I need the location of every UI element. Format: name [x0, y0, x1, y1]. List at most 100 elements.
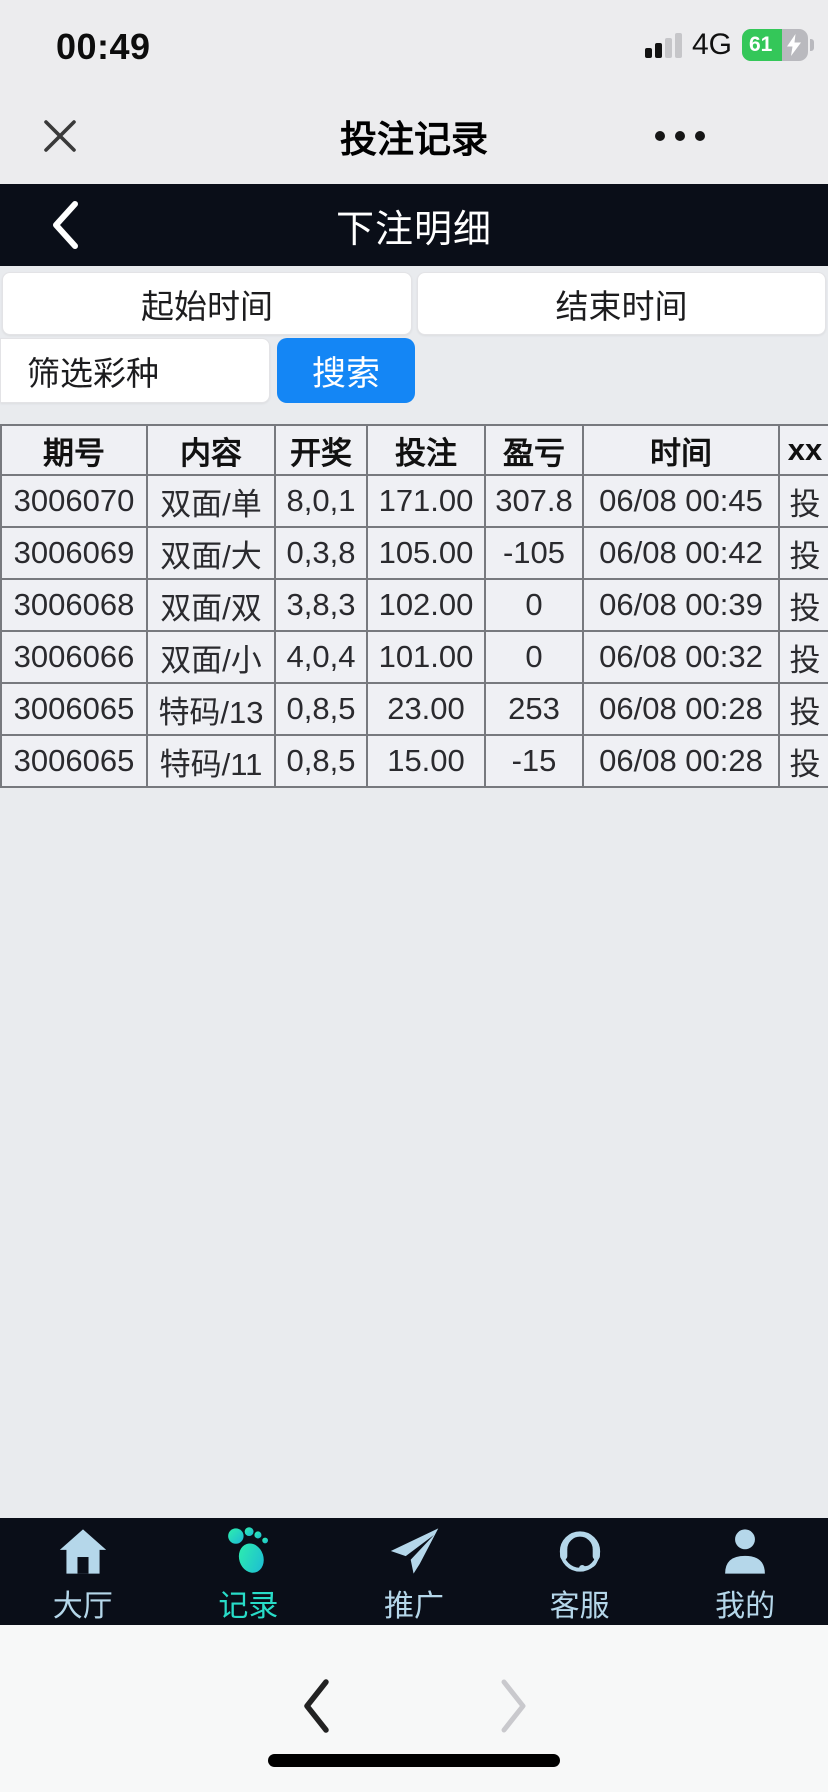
cell-draw: 8,0,1 — [274, 474, 368, 528]
cell-bet: 102.00 — [366, 578, 486, 632]
close-icon[interactable] — [38, 114, 82, 158]
table-body: 3006070 双面/单 8,0,1 171.00 307.8 06/08 00… — [0, 474, 828, 788]
cell-draw: 4,0,4 — [274, 630, 368, 684]
footprint-icon — [228, 1527, 269, 1573]
cell-time: 06/08 00:32 — [582, 630, 780, 684]
table-row: 3006068 双面/双 3,8,3 102.00 0 06/08 00:39 … — [0, 578, 828, 632]
nav-item-support[interactable]: 客服 — [497, 1518, 663, 1625]
table-row: 3006065 特码/13 0,8,5 23.00 253 06/08 00:2… — [0, 682, 828, 736]
cell-action-bet[interactable]: 投 — [778, 630, 828, 684]
header-period: 期号 — [0, 424, 148, 476]
cell-time: 06/08 00:39 — [582, 578, 780, 632]
cell-action-bet[interactable]: 投 — [778, 734, 828, 788]
table-row: 3006065 特码/11 0,8,5 15.00 -15 06/08 00:2… — [0, 734, 828, 788]
cell-profit: -105 — [484, 526, 584, 580]
cell-period: 3006065 — [0, 734, 148, 788]
bottom-nav: 大厅 记录 推广 客 — [0, 1518, 828, 1625]
cell-action-bet[interactable]: 投 — [778, 578, 828, 632]
end-time-input[interactable]: 结束时间 — [417, 272, 826, 335]
table-row: 3006070 双面/单 8,0,1 171.00 307.8 06/08 00… — [0, 474, 828, 528]
cell-period: 3006070 — [0, 474, 148, 528]
nav-label: 客服 — [549, 1590, 610, 1623]
page-title: 下注明细 — [335, 208, 492, 251]
chevron-left-icon — [53, 201, 78, 249]
cell-content: 双面/双 — [146, 578, 276, 632]
battery-nub — [810, 39, 814, 51]
cell-profit: 0 — [484, 578, 584, 632]
home-icon — [59, 1529, 106, 1574]
more-menu-icon[interactable] — [648, 114, 712, 158]
status-bar: 00:49 4G 61 — [0, 0, 828, 88]
cell-period: 3006068 — [0, 578, 148, 632]
cell-draw: 0,3,8 — [274, 526, 368, 580]
charging-bolt-icon — [787, 34, 801, 56]
prev-page-button[interactable] — [300, 1678, 332, 1734]
nav-item-records[interactable]: 记录 — [166, 1518, 332, 1625]
search-button[interactable]: 搜索 — [277, 338, 415, 403]
signal-strength-icon — [644, 32, 682, 58]
cell-draw: 3,8,3 — [274, 578, 368, 632]
page-header: 下注明细 — [0, 184, 828, 266]
header-action: xx — [778, 424, 828, 476]
lottery-filter-input[interactable]: 筛选彩种 — [0, 338, 270, 403]
header-bet: 投注 — [366, 424, 486, 476]
nav-item-mine[interactable]: 我的 — [662, 1518, 828, 1625]
cell-profit: 253 — [484, 682, 584, 736]
cell-bet: 101.00 — [366, 630, 486, 684]
battery-icon: 61 — [742, 29, 808, 61]
nav-label: 我的 — [715, 1590, 776, 1623]
nav-label: 大厅 — [52, 1590, 113, 1623]
chevron-left-icon — [304, 1679, 329, 1733]
cell-bet: 171.00 — [366, 474, 486, 528]
cell-action-bet[interactable]: 投 — [778, 526, 828, 580]
table-header-row: 期号 内容 开奖 投注 盈亏 时间 xx — [0, 424, 828, 476]
person-icon — [725, 1529, 766, 1574]
nav-label: 记录 — [218, 1590, 279, 1623]
webview-title-bar: 投注记录 — [0, 88, 828, 184]
webview-title: 投注记录 — [340, 119, 488, 160]
nav-item-lobby[interactable]: 大厅 — [0, 1518, 166, 1625]
battery-percent-label: 61 — [749, 33, 773, 56]
cell-period: 3006066 — [0, 630, 148, 684]
cell-period: 3006069 — [0, 526, 148, 580]
cell-time: 06/08 00:42 — [582, 526, 780, 580]
header-profit: 盈亏 — [484, 424, 584, 476]
cell-profit: 307.8 — [484, 474, 584, 528]
table-row: 3006069 双面/大 0,3,8 105.00 -105 06/08 00:… — [0, 526, 828, 580]
nav-label: 推广 — [383, 1590, 444, 1623]
home-indicator[interactable] — [268, 1754, 560, 1767]
cell-time: 06/08 00:28 — [582, 682, 780, 736]
cell-bet: 23.00 — [366, 682, 486, 736]
cell-draw: 0,8,5 — [274, 734, 368, 788]
status-clock: 00:49 — [56, 26, 151, 67]
cell-content: 双面/单 — [146, 474, 276, 528]
paper-plane-icon — [390, 1528, 439, 1574]
headset-icon — [559, 1531, 600, 1572]
cell-content: 特码/11 — [146, 734, 276, 788]
network-type-label: 4G — [691, 28, 732, 61]
cell-content: 双面/小 — [146, 630, 276, 684]
cell-bet: 105.00 — [366, 526, 486, 580]
cell-profit: 0 — [484, 630, 584, 684]
cell-content: 特码/13 — [146, 682, 276, 736]
cell-content: 双面/大 — [146, 526, 276, 580]
chevron-right-icon — [501, 1679, 526, 1733]
cell-time: 06/08 00:45 — [582, 474, 780, 528]
cell-action-bet[interactable]: 投 — [778, 474, 828, 528]
cell-profit: -15 — [484, 734, 584, 788]
nav-item-promotion[interactable]: 推广 — [331, 1518, 497, 1625]
back-button[interactable] — [48, 198, 108, 252]
header-time: 时间 — [582, 424, 780, 476]
header-content: 内容 — [146, 424, 276, 476]
cell-time: 06/08 00:28 — [582, 734, 780, 788]
cell-action-bet[interactable]: 投 — [778, 682, 828, 736]
cell-bet: 15.00 — [366, 734, 486, 788]
status-indicators: 4G 61 — [644, 28, 814, 62]
cell-period: 3006065 — [0, 682, 148, 736]
start-time-input[interactable]: 起始时间 — [2, 272, 412, 335]
cell-draw: 0,8,5 — [274, 682, 368, 736]
next-page-button[interactable] — [498, 1678, 530, 1734]
table-row: 3006066 双面/小 4,0,4 101.00 0 06/08 00:32 … — [0, 630, 828, 684]
bet-records-table: 期号 内容 开奖 投注 盈亏 时间 xx 3006070 双面/单 8,0,1 … — [0, 424, 828, 788]
header-draw: 开奖 — [274, 424, 368, 476]
